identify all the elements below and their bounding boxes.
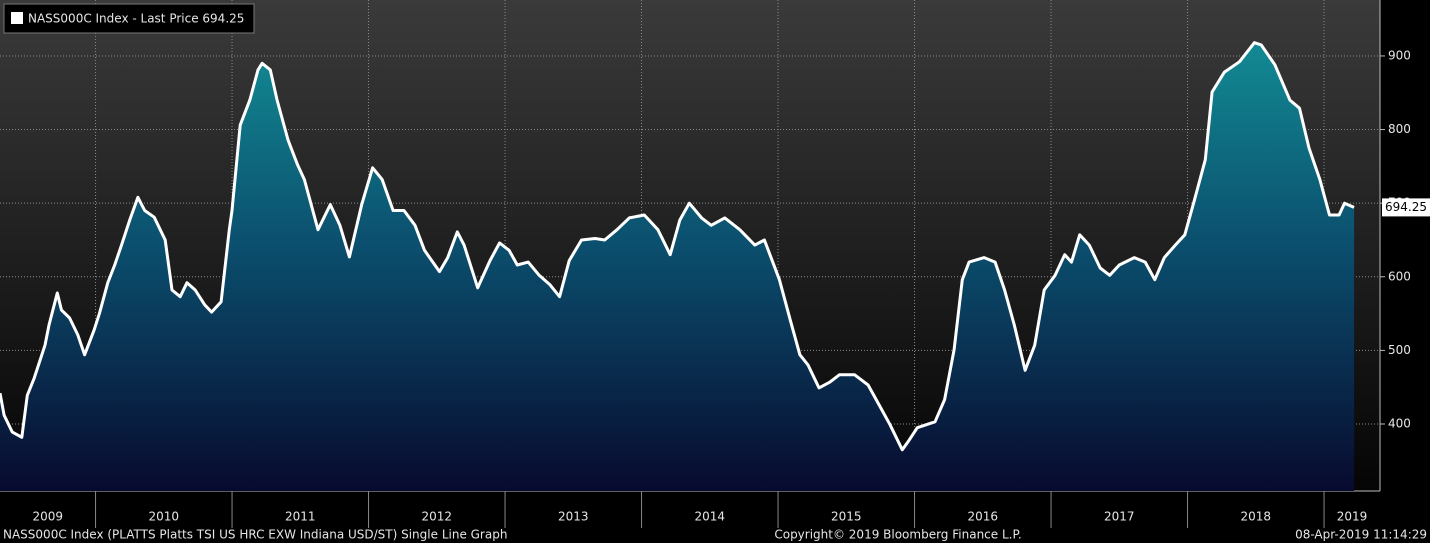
footer-right: 08-Apr-2019 11:14:29 [1295, 528, 1427, 542]
x-tick-label: 2010 [149, 510, 180, 524]
line [0, 41, 1355, 452]
x-tick-label: 2014 [695, 510, 726, 524]
legend-swatch [11, 12, 23, 24]
footer-center: Copyright© 2019 Bloomberg Finance L.P. [774, 528, 1021, 542]
y-tick-label: 600 [1388, 269, 1411, 283]
x-tick-label: 2012 [422, 510, 453, 524]
legend-box [3, 3, 255, 34]
y-tick-label: 800 [1388, 122, 1411, 136]
y-tick-label: 400 [1388, 417, 1411, 431]
x-tick-label: 2015 [831, 510, 862, 524]
footer-background [0, 491, 1430, 543]
area [0, 42, 1355, 491]
y-tick-label: 900 [1388, 48, 1411, 62]
x-tick-label: 2009 [33, 510, 64, 524]
y-tick-label: 500 [1388, 343, 1411, 357]
x-tick-label: 2017 [1104, 510, 1135, 524]
x-tick-label: 2018 [1241, 510, 1272, 524]
legend-label: NASS000C Index - Last Price 694.25 [28, 12, 244, 26]
x-tick-label: 2011 [285, 510, 316, 524]
x-tick-label: 2013 [558, 510, 589, 524]
x-tick-label: 2016 [968, 510, 999, 524]
footer-left: NASS000C Index (PLATTS Platts TSI US HRC… [3, 528, 507, 542]
last-price-label: 694.25 [1385, 200, 1427, 214]
last-price-box [1382, 198, 1430, 217]
x-tick-label: 2019 [1337, 510, 1368, 524]
